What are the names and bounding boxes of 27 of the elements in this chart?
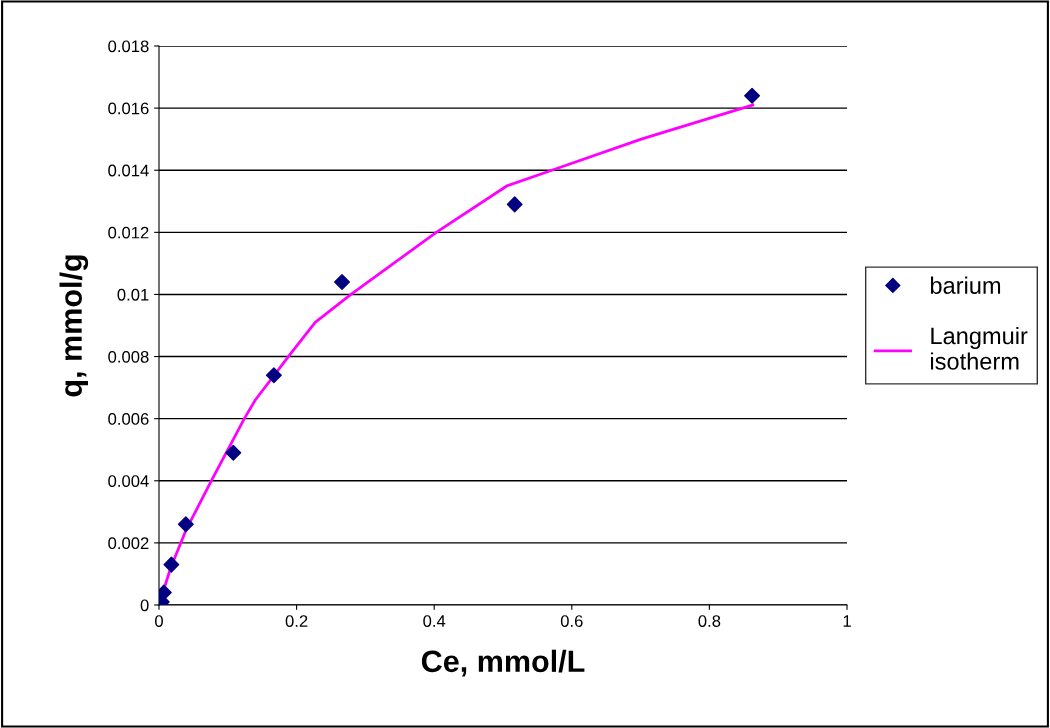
legend-label: Langmuir isotherm [931, 326, 1028, 370]
point [506, 196, 523, 213]
y-tick-label: 0.006 [108, 413, 149, 425]
y-tick-label: 0 [140, 599, 149, 612]
y-tick-label: 0.002 [108, 537, 149, 550]
x-axis-title: Ce, mmol/L [421, 649, 585, 677]
x-tick-label: 0.4 [423, 615, 446, 627]
y-tick-label: 0.012 [108, 226, 149, 239]
y-tick-label: 0.008 [108, 350, 149, 363]
point [163, 556, 180, 573]
point [334, 274, 350, 291]
y-axis-title: q, mmol/g [59, 255, 89, 397]
y-tick-label: 0.014 [108, 164, 149, 177]
point [744, 87, 761, 104]
x-tick-label: 0.2 [285, 615, 308, 627]
legend-label: barium [930, 276, 1001, 294]
y-tick-label: 0.016 [108, 102, 149, 115]
y-tick-label: 0.004 [108, 475, 149, 487]
x-tick-label: 0.6 [560, 615, 583, 627]
y-tick-label: 0.01 [117, 288, 149, 301]
x-tick-label: 0 [155, 615, 163, 627]
x-tick-label: 0.8 [698, 615, 721, 627]
point [225, 444, 242, 461]
y-tick-label: 0.018 [108, 40, 149, 53]
point [265, 367, 282, 384]
x-tick-label: 1 [843, 615, 851, 627]
point [177, 516, 194, 533]
